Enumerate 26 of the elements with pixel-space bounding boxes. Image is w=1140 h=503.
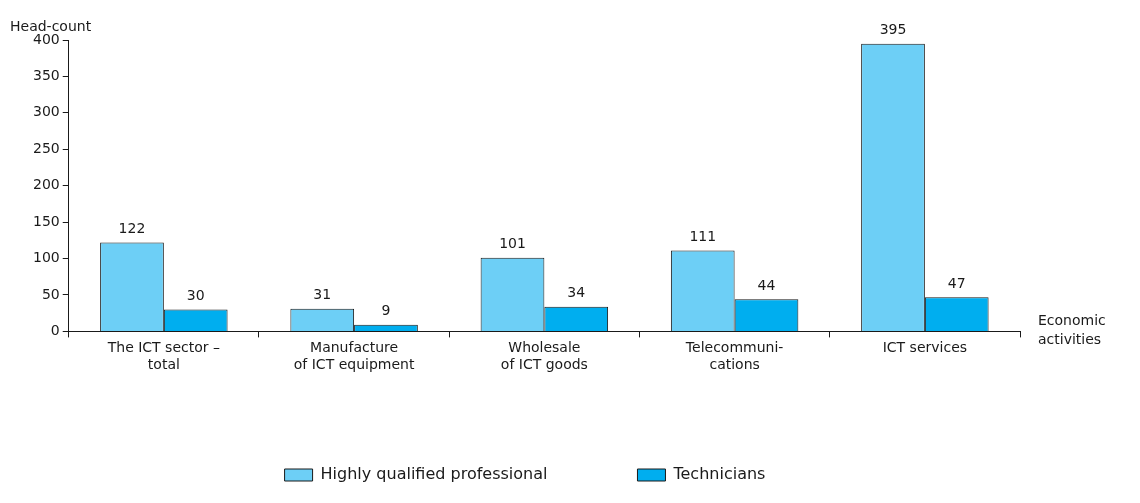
data-label: 101 [499,235,526,252]
y-tick-label: 200 [32,176,60,193]
x-axis-title: Economic activities [1038,312,1106,348]
y-tick-label: 0 [50,322,60,339]
y-tick-label: 350 [32,67,60,84]
data-label: 122 [118,220,146,237]
legend-label: Highly qualified professional [320,464,548,484]
y-tick-label: 250 [32,139,60,156]
data-label: 395 [879,21,907,38]
legend-label: Technicians [672,464,766,484]
y-tick-label: 150 [32,212,60,229]
data-label: 31 [313,286,332,303]
data-label: 34 [567,284,586,301]
data-label: 47 [947,274,966,291]
x-tick-label: Wholesale of ICT goods [500,339,588,373]
y-tick-label: 100 [32,249,60,266]
data-label: 44 [757,276,776,293]
x-tick-label: Telecommuni- cations [684,339,784,373]
data-label: 9 [381,302,391,319]
x-tick-label: The ICT sector – total [106,339,220,373]
x-tick-label: ICT services [882,339,968,356]
data-label: 30 [186,287,205,304]
data-label: 111 [689,228,717,245]
x-tick-label: Manufacture of ICT equipment [293,339,415,373]
y-tick-label: 50 [41,285,60,302]
y-tick-label: 300 [32,103,60,120]
